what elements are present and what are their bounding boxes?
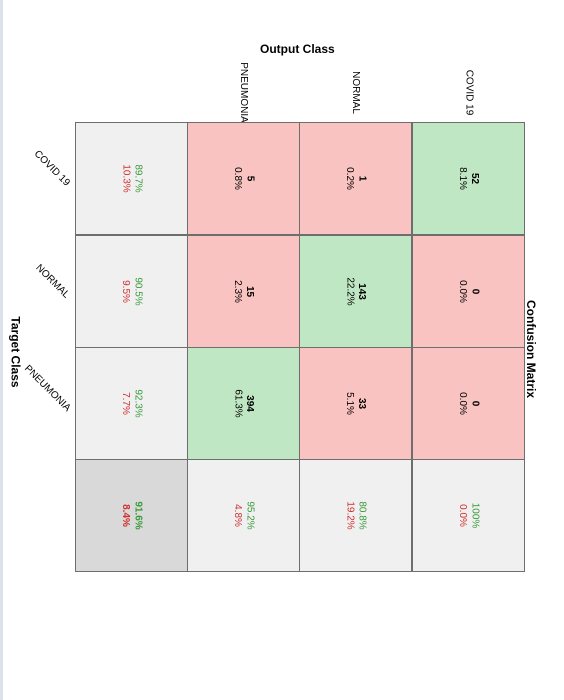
cell-percent: 2.3%	[231, 280, 243, 303]
matrix-cell	[187, 235, 300, 348]
summary-correct-percent: 89.7%	[132, 164, 144, 193]
summary-error-percent: 4.8%	[231, 504, 243, 527]
matrix-cell	[412, 235, 525, 348]
output-class-label: NORMAL	[349, 70, 361, 114]
chart-title: Confusion Matrix	[524, 300, 538, 398]
recall-summary-cell	[75, 122, 188, 235]
target-class-axis-label: Target Class	[8, 316, 23, 388]
target-class-label: NORMAL	[32, 261, 71, 301]
cell-count: 15	[244, 285, 256, 298]
target-class-label: PNEUMONIA	[21, 362, 73, 414]
summary-error-percent: 10.3%	[120, 164, 132, 193]
summary-error-percent: 19.2%	[344, 501, 356, 530]
matrix-cell	[412, 122, 525, 235]
cell-percent: 0.0%	[456, 392, 468, 415]
cell-percent: 0.8%	[231, 167, 243, 190]
cell-count: 0	[468, 400, 480, 407]
recall-summary-cell	[75, 235, 188, 348]
cell-percent: 0.2%	[343, 167, 355, 190]
precision-summary-cell	[412, 459, 525, 572]
cell-count: 143	[355, 283, 367, 300]
summary-correct-percent: 92.3%	[132, 389, 144, 418]
cell-count: 33	[356, 397, 368, 410]
summary-correct-percent: 95.2%	[244, 501, 256, 530]
precision-summary-cell	[187, 459, 300, 572]
cell-count: 1	[355, 175, 367, 182]
cell-count: 52	[469, 172, 481, 185]
output-class-axis-label: Output Class	[260, 42, 335, 56]
overall-correct-percent: 91.6%	[132, 501, 144, 530]
cell-count: 394	[243, 395, 255, 412]
output-class-label: PNEUMONIA	[237, 61, 249, 123]
cell-percent: 8.1%	[456, 167, 468, 190]
summary-correct-percent: 80.8%	[356, 501, 368, 530]
summary-correct-percent: 90.5%	[132, 277, 144, 306]
summary-error-percent: 9.5%	[119, 280, 131, 303]
summary-error-percent: 7.7%	[119, 392, 131, 415]
page-edge-strip	[0, 0, 3, 700]
summary-error-percent: 0.0%	[456, 504, 468, 527]
cell-percent: 0.0%	[456, 280, 468, 303]
overall-accuracy-cell	[75, 459, 188, 572]
summary-correct-percent: 100%	[468, 502, 480, 529]
cell-percent: 61.3%	[232, 389, 244, 418]
overall-error-percent: 8.4%	[119, 504, 131, 527]
cell-percent: 22.2%	[344, 277, 356, 306]
matrix-cell	[299, 347, 412, 460]
recall-summary-cell	[75, 347, 188, 460]
matrix-cell	[299, 122, 412, 235]
output-class-label: COVID 19	[462, 69, 474, 115]
cell-count: 5	[243, 175, 255, 182]
target-class-label: COVID 19	[31, 147, 72, 189]
cell-count: 0	[468, 288, 480, 295]
precision-summary-cell	[299, 459, 412, 572]
cell-percent: 5.1%	[343, 392, 355, 415]
